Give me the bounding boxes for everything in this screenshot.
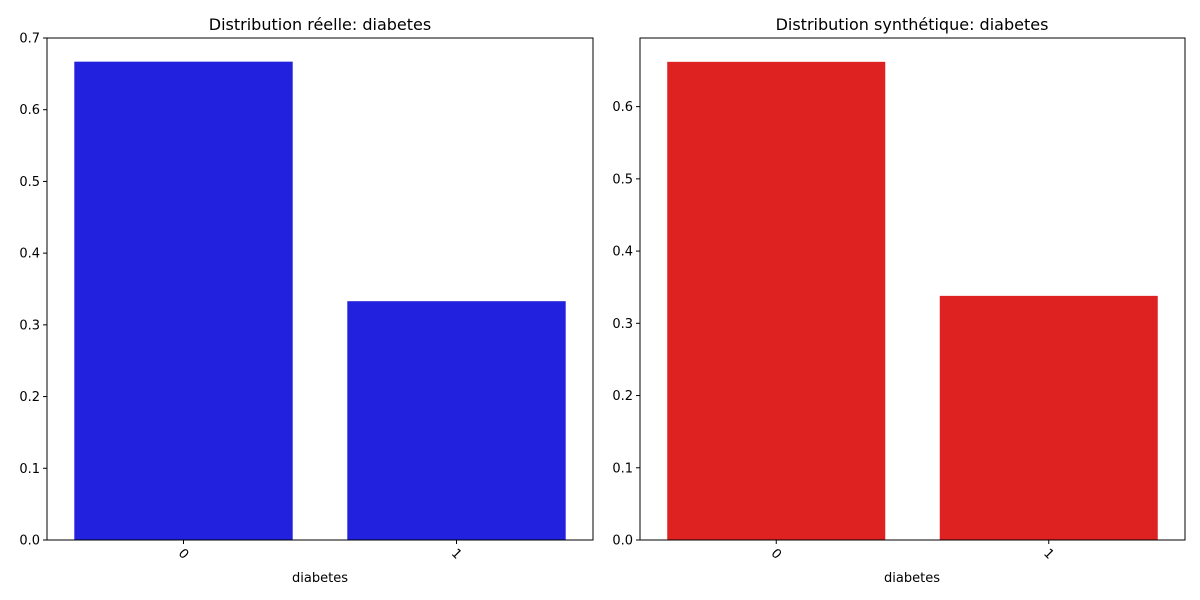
bar bbox=[939, 295, 1158, 540]
chart-synthetic-diabetes: Distribution synthétique: diabetes diabe… bbox=[612, 15, 1186, 586]
x-tick-label: 1 bbox=[448, 546, 464, 562]
y-tick-label: 0.4 bbox=[19, 247, 40, 262]
y-tick-label: 0.3 bbox=[19, 318, 40, 333]
y-tick-label: 0.5 bbox=[612, 172, 633, 187]
x-tick-label: 1 bbox=[1040, 546, 1056, 562]
y-tick-label: 0.1 bbox=[19, 462, 40, 477]
y-tick-label: 0.0 bbox=[612, 534, 633, 549]
chart-real-diabetes: Distribution réelle: diabetes diabetes 0… bbox=[19, 15, 594, 586]
y-tick-label: 0.7 bbox=[19, 32, 40, 47]
y-tick-label: 0.1 bbox=[612, 461, 633, 476]
x-tick-label: 0 bbox=[768, 546, 784, 562]
bar bbox=[347, 301, 566, 540]
plot-frame bbox=[639, 37, 1186, 541]
x-axis-label: diabetes bbox=[884, 571, 940, 586]
y-tick-label: 0.0 bbox=[19, 534, 40, 549]
chart-title: Distribution synthétique: diabetes bbox=[776, 15, 1049, 34]
x-axis-label: diabetes bbox=[292, 571, 348, 586]
bar bbox=[667, 61, 886, 541]
y-tick-label: 0.6 bbox=[19, 103, 40, 118]
chart-title: Distribution réelle: diabetes bbox=[209, 15, 431, 34]
y-tick-label: 0.2 bbox=[19, 390, 40, 405]
y-tick-label: 0.6 bbox=[612, 100, 633, 115]
bar bbox=[74, 61, 293, 541]
y-tick-label: 0.5 bbox=[19, 175, 40, 190]
y-tick-label: 0.2 bbox=[612, 389, 633, 404]
x-tick-label: 0 bbox=[175, 546, 191, 562]
y-tick-label: 0.3 bbox=[612, 317, 633, 332]
y-tick-label: 0.4 bbox=[612, 245, 633, 260]
plot-frame bbox=[46, 37, 594, 541]
